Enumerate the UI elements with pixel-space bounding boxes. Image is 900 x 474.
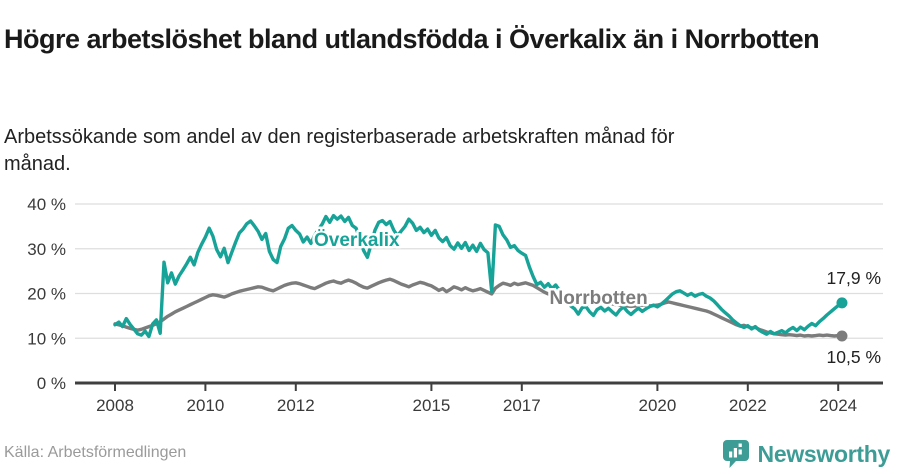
x-tick-label: 2022 <box>729 396 767 415</box>
gridlines <box>75 203 883 339</box>
x-axis <box>75 381 883 391</box>
line-överkalix <box>113 213 844 339</box>
y-tick-label: 10 % <box>27 329 66 348</box>
x-tick-label: 2008 <box>96 396 134 415</box>
x-tick-label: 2020 <box>638 396 676 415</box>
y-tick-label: 40 % <box>27 195 66 214</box>
page-title: Högre arbetslöshet bland utlandsfödda i … <box>4 24 820 55</box>
x-tick-label: 2010 <box>186 396 224 415</box>
newsworthy-logo: Newsworthy <box>721 438 890 470</box>
source-note: Källa: Arbetsförmedlingen <box>4 444 187 461</box>
x-tick-label: 2017 <box>503 396 541 415</box>
x-tick-label: 2015 <box>412 396 450 415</box>
end-dot-överkalix <box>836 297 848 309</box>
newsworthy-chart-bubble-icon <box>722 440 749 468</box>
line-norrbotten <box>113 277 844 338</box>
y-tick-label: 0 % <box>37 374 66 393</box>
chart-svg: 40 % 30 % 20 % 10 % 0 % 2008 2010 2012 2015 2017 2… <box>27 195 883 415</box>
end-value-norrbotten: 10,5 % <box>827 347 881 367</box>
series-label-överkalix: Överkalix <box>314 230 400 251</box>
y-tick-label: 20 % <box>27 285 66 304</box>
end-dot-norrbotten <box>836 330 848 342</box>
brand-name: Newsworthy <box>757 440 891 467</box>
end-value-överkalix: 17,9 % <box>827 268 881 288</box>
series-label-norrbotten: Norrbotten <box>550 288 648 309</box>
x-tick-label: 2024 <box>819 396 857 415</box>
chart-subtitle: Arbetssökande som andel av den registerb… <box>4 126 675 175</box>
x-tick-label: 2012 <box>277 396 315 415</box>
y-tick-label: 30 % <box>27 240 66 259</box>
